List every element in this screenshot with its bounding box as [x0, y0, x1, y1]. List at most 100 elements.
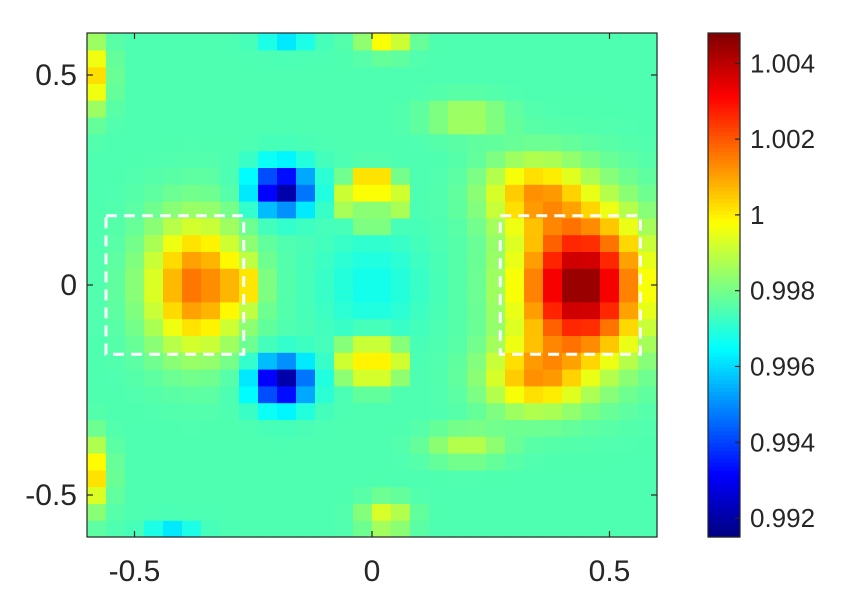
heatmap-cell [106, 285, 126, 303]
heatmap-cell [277, 385, 297, 404]
heatmap-cell [391, 66, 411, 84]
colorbar-segment [708, 72, 740, 77]
heatmap-cell [239, 117, 259, 135]
heatmap-cell [486, 150, 506, 168]
heatmap-cell [467, 469, 487, 488]
heatmap-cell [353, 385, 373, 404]
colorbar-segment [708, 115, 740, 121]
heatmap-cell [638, 469, 658, 488]
heatmap-cell [543, 318, 563, 336]
heatmap-cell [429, 436, 449, 454]
heatmap-cell [524, 520, 544, 538]
heatmap-cell [619, 402, 639, 420]
heatmap-cell [372, 49, 392, 68]
heatmap-cell [543, 33, 563, 51]
heatmap-cell [410, 469, 430, 488]
heatmap-cell [315, 469, 335, 488]
heatmap-cell [581, 83, 601, 101]
heatmap-cell [448, 201, 468, 219]
heatmap-cell [600, 167, 620, 185]
heatmap-cell [410, 520, 430, 538]
heatmap-cell [334, 352, 354, 370]
heatmap-cell [372, 150, 392, 168]
heatmap-cell [239, 100, 259, 118]
heatmap-cell [182, 201, 202, 219]
heatmap-cell [334, 469, 354, 488]
heatmap-cell [334, 301, 354, 320]
heatmap-cell [600, 133, 620, 152]
heatmap-cell [562, 285, 582, 303]
heatmap-cell [315, 352, 335, 370]
heatmap-cell [277, 83, 297, 101]
heatmap-cell [182, 385, 202, 404]
heatmap-cell [619, 49, 639, 68]
heatmap-cell [353, 66, 373, 84]
colorbar-segment [708, 147, 740, 152]
heatmap-cell [258, 201, 278, 219]
heatmap-cell [277, 184, 297, 202]
heatmap-cell [334, 133, 354, 152]
heatmap-cell [543, 486, 563, 504]
heatmap-cell [524, 133, 544, 152]
heatmap-cell [353, 503, 373, 521]
heatmap-cell [619, 385, 639, 404]
heatmap-cell [543, 453, 563, 471]
heatmap-cell [334, 318, 354, 336]
heatmap-cell [277, 167, 297, 185]
heatmap-cell [353, 453, 373, 471]
heatmap-cell [220, 100, 240, 118]
heatmap-cell [619, 520, 639, 538]
heatmap-cell [562, 469, 582, 488]
heatmap-cell [467, 133, 487, 152]
heatmap-cell [201, 486, 221, 504]
colorbar-segment [708, 178, 740, 184]
colorbar-segment [708, 481, 740, 487]
heatmap-cell [87, 503, 107, 521]
colorbar-segment [708, 210, 740, 215]
heatmap-cell [448, 453, 468, 471]
heatmap-cell [467, 100, 487, 118]
heatmap-cell [220, 49, 240, 68]
heatmap-cell [296, 100, 316, 118]
heatmap-cell [638, 436, 658, 454]
heatmap-cell [144, 285, 164, 303]
heatmap-cell [87, 268, 107, 286]
heatmap-cell [106, 83, 126, 101]
heatmap-cell [486, 251, 506, 269]
heatmap-cell [562, 453, 582, 471]
colorbar-segment [708, 418, 740, 424]
heatmap-cell [372, 217, 392, 236]
heatmap-cell [486, 83, 506, 101]
heatmap-cell [258, 318, 278, 336]
heatmap-cell [505, 217, 525, 236]
heatmap-cell [315, 318, 335, 336]
heatmap-cell [524, 83, 544, 101]
heatmap-cell [429, 150, 449, 168]
heatmap-cell [429, 234, 449, 252]
heatmap-cell [239, 49, 259, 68]
heatmap-cell [486, 301, 506, 320]
heatmap-cell [106, 49, 126, 68]
heatmap-cell [220, 285, 240, 303]
heatmap-cell [258, 402, 278, 420]
heatmap-cell [505, 234, 525, 252]
heatmap-cell [163, 201, 183, 219]
heatmap-cell [220, 150, 240, 168]
heatmap-cell [277, 352, 297, 370]
heatmap-cell [182, 117, 202, 135]
heatmap-cell [163, 100, 183, 118]
heatmap-cell [87, 285, 107, 303]
heatmap-cell [543, 217, 563, 236]
heatmap-cell [600, 217, 620, 236]
heatmap-cell [87, 201, 107, 219]
colorbar-segment [708, 348, 740, 353]
heatmap-cell [505, 335, 525, 353]
colorbar-segment [708, 422, 740, 428]
heatmap-cell [562, 486, 582, 504]
heatmap-cell [353, 419, 373, 437]
heatmap-cell [429, 83, 449, 101]
heatmap-cell [372, 436, 392, 454]
colorbar-segment [708, 344, 740, 349]
colorbar-segment [708, 241, 740, 247]
heatmap-cell [391, 402, 411, 420]
